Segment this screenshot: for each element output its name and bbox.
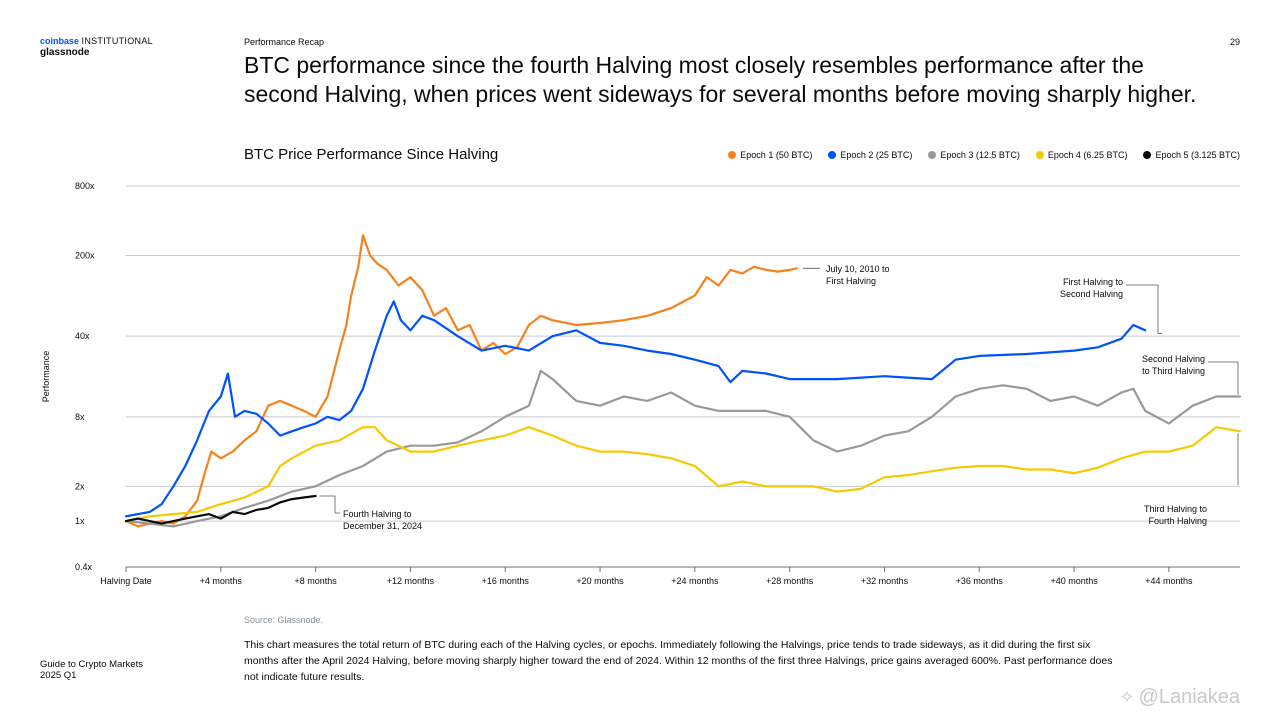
- legend-dot: [828, 151, 837, 159]
- legend-dot: [728, 151, 737, 159]
- x-tick-label: +24 months: [671, 576, 719, 586]
- legend-dot: [928, 151, 937, 159]
- watermark-icon: ✧: [1119, 687, 1135, 707]
- x-tick-label: +20 months: [576, 576, 624, 586]
- legend-item-epoch-2: Epoch 2 (25 BTC): [828, 150, 912, 160]
- x-tick-label: +12 months: [387, 576, 435, 586]
- x-tick-label: +44 months: [1145, 576, 1193, 586]
- legend-label: Epoch 4 (6.25 BTC): [1047, 150, 1128, 160]
- institutional-wordmark: INSTITUTIONAL: [81, 36, 153, 46]
- series-line-epoch-2: [124, 300, 1147, 518]
- chart-title: BTC Price Performance Since Halving: [244, 146, 499, 163]
- y-tick-label: 200x: [75, 250, 95, 260]
- footer-guide: Guide to Crypto Markets 2025 Q1: [40, 659, 143, 681]
- annotation-label: Second Halving: [1060, 289, 1123, 299]
- legend-label: Epoch 1 (50 BTC): [740, 150, 813, 160]
- x-tick-label: +36 months: [956, 576, 1004, 586]
- legend-label: Epoch 5 (3.125 BTC): [1155, 150, 1240, 160]
- annotation-label: First Halving to: [1063, 277, 1123, 287]
- page-number: 29: [1229, 37, 1240, 47]
- x-tick-label: +8 months: [294, 576, 337, 586]
- x-tick-label: +4 months: [200, 576, 243, 586]
- guide-title: Guide to Crypto Markets: [40, 659, 143, 670]
- annotation-label: Second Halving: [1142, 354, 1205, 364]
- y-tick-label: 8x: [75, 412, 85, 422]
- y-tick-label: 2x: [75, 481, 85, 491]
- x-tick-label: +32 months: [861, 576, 909, 586]
- legend-dot: [1143, 151, 1152, 159]
- y-tick-label: 1x: [75, 516, 85, 526]
- brand-logo: coinbase INSTITUTIONAL glassnode: [40, 36, 153, 58]
- y-tick-label: 0.4x: [75, 562, 93, 572]
- legend-item-epoch-5: Epoch 5 (3.125 BTC): [1143, 150, 1240, 160]
- legend-label: Epoch 2 (25 BTC): [840, 150, 913, 160]
- guide-period: 2025 Q1: [40, 670, 77, 681]
- section-label: Performance Recap: [244, 37, 325, 47]
- page-title: BTC performance since the fourth Halving…: [244, 52, 1197, 107]
- annotation-leader: [1126, 284, 1162, 334]
- x-tick-label: Halving Date: [100, 576, 152, 586]
- annotation-label: Fourth Halving: [1148, 516, 1207, 526]
- annotation-label: Third Halving to: [1144, 504, 1207, 514]
- annotation-leader: [1208, 361, 1239, 395]
- watermark-text: @Laniakea: [1138, 686, 1240, 708]
- source-note: Source: Glassnode.: [244, 615, 324, 625]
- legend-item-epoch-1: Epoch 1 (50 BTC): [728, 150, 812, 160]
- annotation-leader: [319, 495, 340, 514]
- x-tick-label: +40 months: [1050, 576, 1098, 586]
- chart-caption: This chart measures the total return of …: [244, 639, 1113, 683]
- legend-item-epoch-4: Epoch 4 (6.25 BTC): [1035, 150, 1128, 160]
- y-tick-label: 40x: [75, 331, 90, 341]
- chart-legend: Epoch 1 (50 BTC) Epoch 2 (25 BTC) Epoch …: [728, 150, 1240, 160]
- series-line-epoch-4: [124, 426, 1242, 523]
- y-axis-label: Performance: [41, 351, 51, 403]
- legend-dot: [1035, 151, 1044, 159]
- x-tick-label: +16 months: [482, 576, 530, 586]
- coinbase-wordmark: coinbase: [40, 36, 80, 46]
- annotation-label: December 31, 2024: [343, 521, 422, 531]
- annotation-label: Fourth Halving to: [343, 509, 412, 519]
- x-tick-label: +28 months: [766, 576, 814, 586]
- annotation-label: July 10, 2010 to: [826, 264, 890, 274]
- glassnode-wordmark: glassnode: [40, 47, 90, 58]
- annotation-label: First Halving: [826, 276, 876, 286]
- performance-chart: 0.4x 1x 2x 8x 40x 200x 800x Halving Date +4 mont…: [41, 181, 1242, 586]
- legend-label: Epoch 3 (12.5 BTC): [940, 150, 1020, 160]
- series-line-epoch-1: [124, 234, 798, 528]
- annotation-label: to Third Halving: [1142, 366, 1205, 376]
- watermark: ✧ @Laniakea: [1119, 686, 1240, 709]
- series-line-epoch-3: [124, 369, 1242, 528]
- series-line-epoch-5: [124, 494, 317, 525]
- y-tick-label: 800x: [75, 181, 95, 191]
- legend-item-epoch-3: Epoch 3 (12.5 BTC): [928, 150, 1020, 160]
